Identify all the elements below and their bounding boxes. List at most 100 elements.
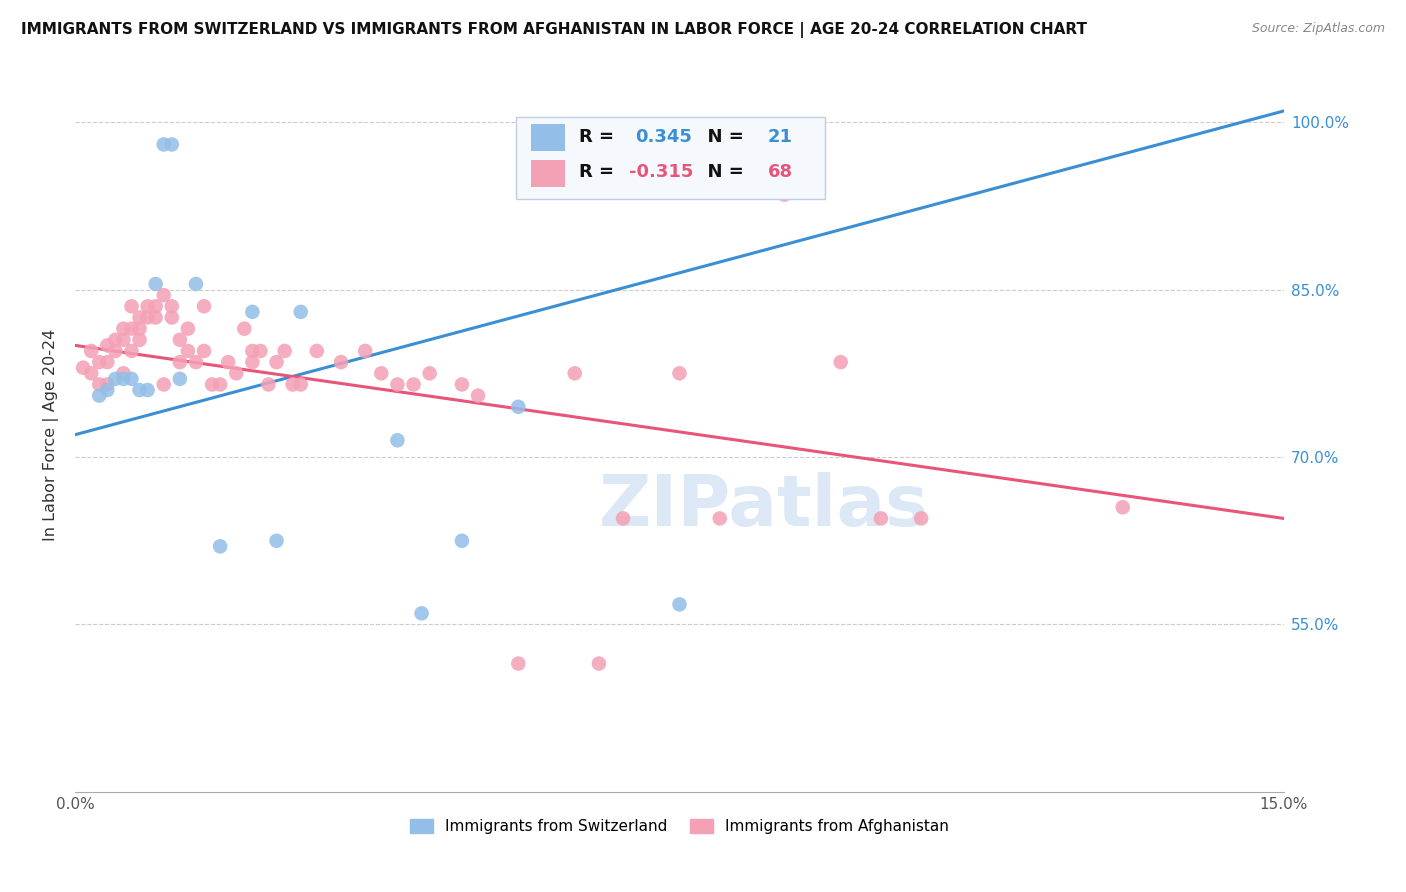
Point xyxy=(193,299,215,313)
Point xyxy=(370,366,392,380)
Point xyxy=(402,377,425,392)
Point xyxy=(145,310,167,325)
Point xyxy=(177,321,200,335)
Point xyxy=(152,377,174,392)
Point xyxy=(177,343,200,358)
Point xyxy=(773,187,796,202)
Point xyxy=(160,137,183,152)
Point xyxy=(467,389,489,403)
Point xyxy=(152,137,174,152)
Text: Source: ZipAtlas.com: Source: ZipAtlas.com xyxy=(1251,22,1385,36)
Point xyxy=(451,377,474,392)
Point xyxy=(257,377,280,392)
Point xyxy=(128,333,150,347)
Point xyxy=(1112,500,1135,515)
Point xyxy=(80,343,103,358)
Point xyxy=(387,377,409,392)
Text: R =: R = xyxy=(579,163,620,181)
Point xyxy=(193,343,215,358)
Point xyxy=(152,288,174,302)
Point xyxy=(96,377,118,392)
Point xyxy=(242,343,264,358)
Point xyxy=(121,343,143,358)
Point xyxy=(80,366,103,380)
Point xyxy=(121,372,143,386)
Point xyxy=(668,366,690,380)
Text: N =: N = xyxy=(695,163,751,181)
Point xyxy=(451,533,474,548)
Point xyxy=(273,343,295,358)
Point xyxy=(266,355,288,369)
Point xyxy=(169,333,191,347)
Point xyxy=(121,299,143,313)
Point xyxy=(209,377,232,392)
Point xyxy=(508,657,530,671)
Point xyxy=(184,355,207,369)
Point xyxy=(104,333,127,347)
Point xyxy=(136,299,159,313)
FancyBboxPatch shape xyxy=(516,117,824,199)
Point xyxy=(72,360,94,375)
Text: IMMIGRANTS FROM SWITZERLAND VS IMMIGRANTS FROM AFGHANISTAN IN LABOR FORCE | AGE : IMMIGRANTS FROM SWITZERLAND VS IMMIGRANT… xyxy=(21,22,1087,38)
Point xyxy=(128,310,150,325)
Point xyxy=(910,511,932,525)
Point xyxy=(209,539,232,553)
Point xyxy=(305,343,328,358)
Point xyxy=(112,321,135,335)
Point xyxy=(184,277,207,291)
Point xyxy=(128,383,150,397)
Point xyxy=(89,377,111,392)
Legend: Immigrants from Switzerland, Immigrants from Afghanistan: Immigrants from Switzerland, Immigrants … xyxy=(409,819,949,834)
Text: ZIPatlas: ZIPatlas xyxy=(599,472,929,541)
Point xyxy=(668,598,690,612)
Y-axis label: In Labor Force | Age 20-24: In Labor Force | Age 20-24 xyxy=(44,328,59,541)
Point xyxy=(508,400,530,414)
Point xyxy=(709,511,731,525)
Point xyxy=(242,355,264,369)
Point xyxy=(160,310,183,325)
Point xyxy=(160,299,183,313)
Point xyxy=(588,657,610,671)
Point xyxy=(112,372,135,386)
Text: 68: 68 xyxy=(768,163,793,181)
Point xyxy=(104,343,127,358)
Text: N =: N = xyxy=(695,128,751,145)
FancyBboxPatch shape xyxy=(531,160,565,186)
Point xyxy=(290,377,312,392)
Point xyxy=(242,305,264,319)
Point xyxy=(330,355,353,369)
Point xyxy=(612,511,634,525)
Point xyxy=(266,533,288,548)
Point xyxy=(136,310,159,325)
Point xyxy=(121,321,143,335)
Point xyxy=(806,165,828,179)
Point xyxy=(145,277,167,291)
Point xyxy=(217,355,239,369)
Point xyxy=(112,366,135,380)
Point xyxy=(104,372,127,386)
Point xyxy=(89,355,111,369)
Text: 21: 21 xyxy=(768,128,793,145)
Point xyxy=(354,343,377,358)
Point xyxy=(169,372,191,386)
Point xyxy=(387,434,409,448)
Point xyxy=(96,338,118,352)
FancyBboxPatch shape xyxy=(531,124,565,151)
Point xyxy=(96,355,118,369)
Point xyxy=(419,366,441,380)
Point xyxy=(290,305,312,319)
Text: 0.345: 0.345 xyxy=(634,128,692,145)
Text: -0.315: -0.315 xyxy=(628,163,693,181)
Text: R =: R = xyxy=(579,128,620,145)
Point xyxy=(136,383,159,397)
Point xyxy=(281,377,304,392)
Point xyxy=(564,366,586,380)
Point xyxy=(233,321,256,335)
Point xyxy=(249,343,271,358)
Point xyxy=(89,389,111,403)
Point xyxy=(830,355,852,369)
Point xyxy=(96,383,118,397)
Point xyxy=(225,366,247,380)
Point xyxy=(870,511,893,525)
Point xyxy=(169,355,191,369)
